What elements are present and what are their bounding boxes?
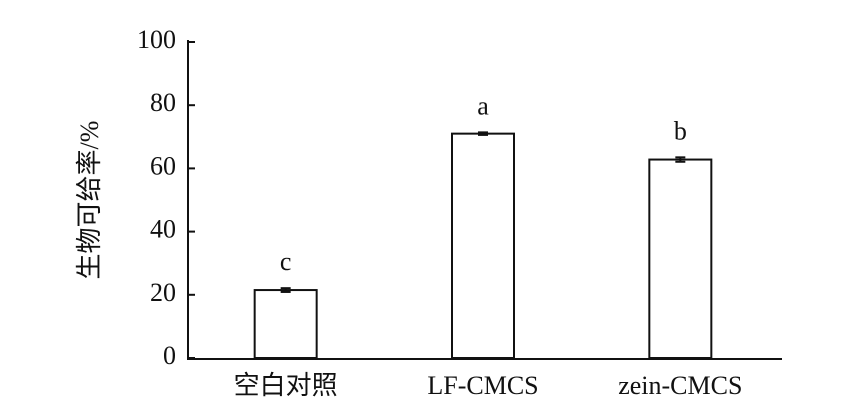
bar: [648, 158, 713, 359]
y-tick-label: 20: [150, 278, 176, 307]
y-tick-label: 40: [150, 215, 176, 244]
significance-letter: a: [477, 91, 489, 120]
y-tick-label: 0: [163, 341, 176, 370]
x-tick-label: zein-CMCS: [618, 371, 742, 400]
significance-letter: b: [674, 116, 687, 145]
y-tick-label: 100: [137, 25, 176, 54]
x-tick-label: LF-CMCS: [427, 371, 538, 400]
significance-letter: c: [280, 247, 292, 276]
x-tick-label: 空白对照: [234, 371, 338, 400]
bar: [253, 289, 318, 359]
y-tick-label: 80: [150, 88, 176, 117]
y-tick-label: 60: [150, 151, 176, 180]
bar: [451, 132, 515, 359]
y-axis-label: 生物可给率/%: [75, 121, 104, 280]
